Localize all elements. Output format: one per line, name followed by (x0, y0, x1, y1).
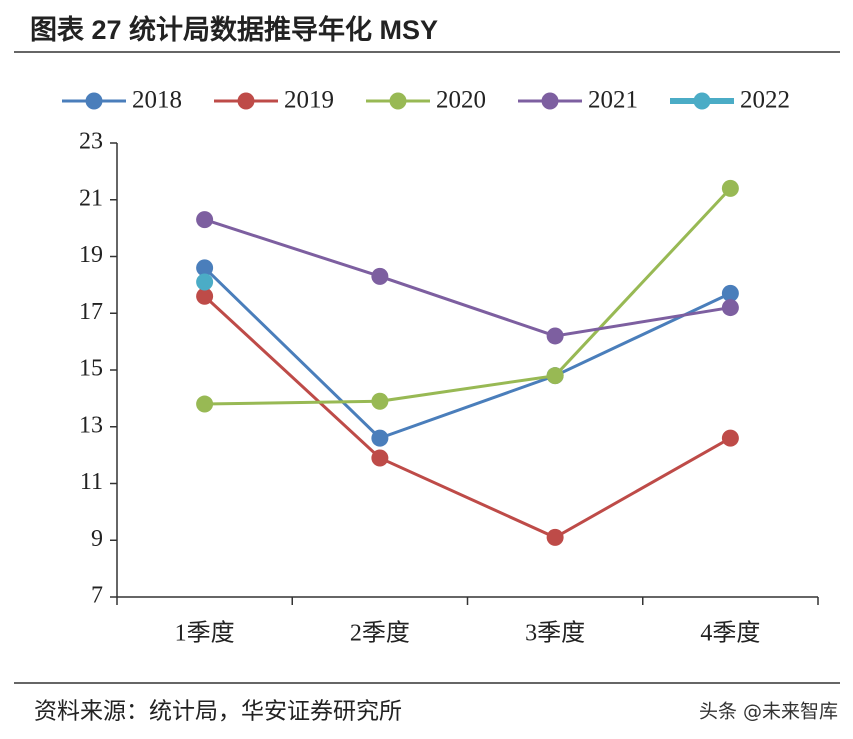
point (196, 273, 214, 291)
x-tick-label: 4季度 (700, 620, 760, 647)
y-tick-label: 17 (79, 299, 103, 325)
y-tick-label: 9 (91, 526, 103, 552)
point (546, 528, 564, 546)
legend-marker (237, 92, 255, 110)
point (721, 179, 739, 197)
y-tick-label: 7 (91, 583, 103, 609)
point (371, 392, 389, 410)
source: 资料来源：统计局，华安证券研究所 (34, 699, 402, 725)
x-tick-label: 3季度 (525, 620, 585, 647)
y-tick-label: 15 (79, 356, 103, 382)
legend-label: 2020 (436, 87, 486, 114)
point (546, 367, 564, 385)
point (721, 429, 739, 447)
y-tick-label: 23 (79, 129, 103, 155)
y-tick-label: 19 (79, 242, 103, 268)
point (371, 429, 389, 447)
point (721, 299, 739, 317)
legend-marker (693, 92, 711, 110)
legend-label: 2021 (588, 87, 638, 114)
point (721, 284, 739, 302)
y-tick-label: 21 (79, 185, 103, 211)
series-line (204, 218, 731, 338)
legend-marker (541, 92, 559, 110)
series-line (204, 187, 732, 406)
point (196, 287, 214, 305)
legend-label: 2022 (740, 87, 790, 114)
watermark: 头条 @未来智库 (699, 701, 838, 723)
point (196, 395, 214, 413)
point (196, 211, 214, 229)
y-tick-label: 11 (80, 469, 103, 495)
y-tick-label: 13 (79, 412, 103, 438)
legend-marker (85, 92, 103, 110)
point (196, 259, 214, 277)
series-line (203, 266, 732, 440)
series-line (203, 295, 732, 540)
point (371, 267, 389, 285)
chart-title: 图表 27 统计局数据推导年化 MSY (30, 14, 438, 45)
legend-label: 2019 (284, 87, 334, 114)
point (546, 327, 564, 345)
legend-label: 2018 (132, 87, 182, 114)
x-tick-label: 1季度 (175, 620, 235, 647)
point (371, 449, 389, 467)
x-tick-label: 2季度 (350, 620, 410, 647)
legend-marker (389, 92, 407, 110)
